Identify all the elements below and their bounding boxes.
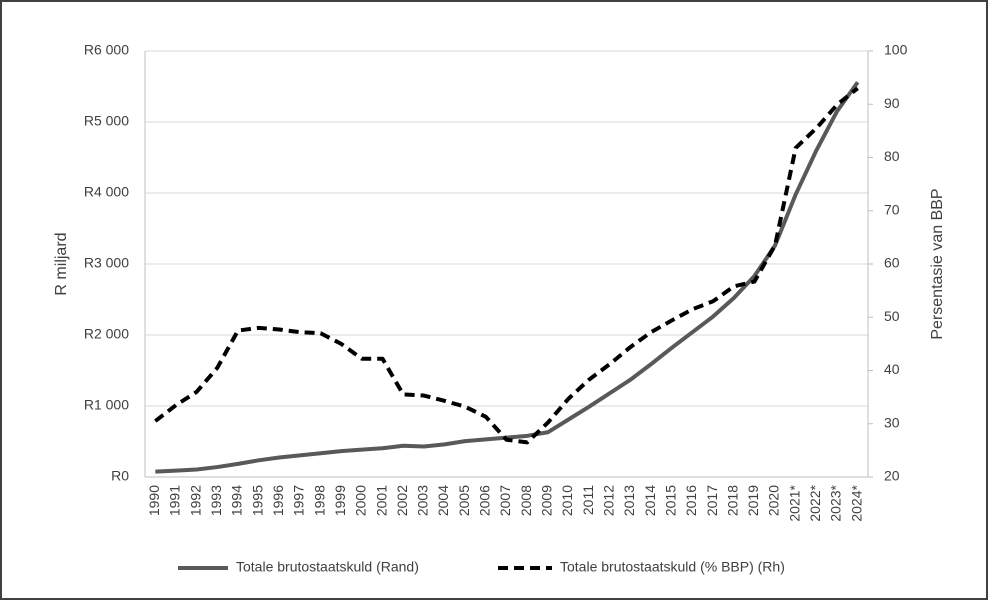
x-tick-label: 2015 — [662, 485, 678, 516]
y2-tick-label: 60 — [884, 255, 900, 271]
x-tick-label: 2000 — [353, 485, 369, 516]
x-tick-label: 1991 — [167, 485, 183, 516]
x-tick-label: 2011 — [580, 485, 596, 515]
x-tick-label: 1999 — [332, 485, 348, 516]
line-series — [154, 86, 859, 445]
y-tick-label: R0 — [111, 468, 129, 484]
x-tick-label: 2007 — [497, 485, 513, 516]
y2-tick-label: 90 — [884, 95, 900, 111]
x-tick-label: 1998 — [311, 485, 327, 516]
y2-tick-label: 20 — [884, 468, 900, 484]
x-tick-label: 2023* — [828, 484, 844, 521]
y-tick-label: R5 000 — [84, 113, 129, 129]
x-tick-label: 2003 — [415, 485, 431, 516]
x-tick-label: 2013 — [621, 485, 637, 516]
x-tick-label: 1992 — [187, 485, 203, 516]
x-tick-label: 1990 — [146, 485, 162, 516]
x-tick-label: 2005 — [456, 485, 472, 516]
y-tick-label: R4 000 — [84, 184, 129, 200]
x-tick-label: 2022* — [807, 484, 823, 521]
x-tick-label: 2017 — [704, 485, 720, 516]
y2-tick-label: 100 — [884, 42, 908, 58]
x-tick-label: 2001 — [373, 485, 389, 516]
y2-tick-label: 30 — [884, 414, 900, 430]
x-tick-label: 1996 — [270, 485, 286, 516]
x-tick-label: 1993 — [208, 485, 224, 516]
x-tick-label: 2002 — [394, 485, 410, 516]
x-tick-label: 1994 — [229, 485, 245, 516]
y2-axis-title: Persentasie van BBP — [929, 188, 946, 339]
x-tick-label: 2021* — [786, 484, 802, 521]
y-tick-label: R1 000 — [84, 397, 129, 413]
x-tick-label: 2008 — [518, 485, 534, 516]
x-tick-label: 1995 — [249, 485, 265, 516]
x-tick-label: 2012 — [600, 485, 616, 516]
x-tick-label: 2024* — [848, 484, 864, 521]
x-tick-label: 2018 — [724, 485, 740, 516]
x-tick-label: 2004 — [435, 485, 451, 516]
y2-tick-label: 40 — [884, 361, 900, 377]
x-tick-label: 2019 — [745, 485, 761, 516]
x-tick-label: 2020 — [766, 485, 782, 516]
y-axis-title: R miljard — [53, 232, 70, 295]
x-tick-label: 2014 — [642, 485, 658, 516]
x-tick-label: 2006 — [477, 485, 493, 516]
y-tick-label: R6 000 — [84, 42, 129, 58]
x-tick-label: 2009 — [539, 485, 555, 516]
legend-label: Totale brutostaatskuld (Rand) — [236, 559, 419, 575]
x-tick-label: 2010 — [559, 485, 575, 516]
y2-tick-label: 50 — [884, 308, 900, 324]
y-tick-label: R3 000 — [84, 255, 129, 271]
legend-label: Totale brutostaatskuld (% BBP) (Rh) — [560, 559, 785, 575]
x-tick-label: 2016 — [683, 485, 699, 516]
x-tick-label: 1997 — [291, 485, 307, 516]
y-tick-label: R2 000 — [84, 326, 129, 342]
y2-tick-label: 80 — [884, 148, 900, 164]
y2-tick-label: 70 — [884, 201, 900, 217]
